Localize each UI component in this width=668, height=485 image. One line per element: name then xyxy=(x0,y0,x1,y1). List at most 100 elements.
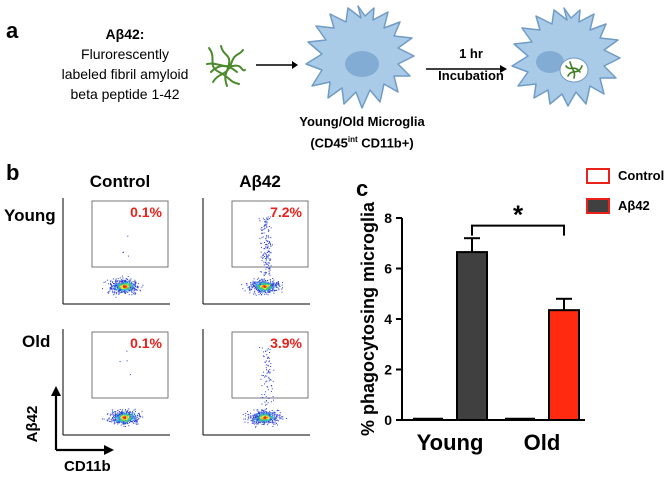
flow-event-dot xyxy=(270,385,272,386)
flow-density-dot xyxy=(131,414,133,416)
flow-event-dot xyxy=(266,243,268,245)
flow-density-dot xyxy=(269,283,272,286)
flow-event-dot xyxy=(268,226,270,227)
flow-event-dot xyxy=(261,247,262,249)
flow-event-dot xyxy=(272,284,274,285)
flow-density-dot xyxy=(262,285,265,287)
microglia-cell-icon xyxy=(305,5,415,109)
flow-event-dot xyxy=(125,279,127,281)
flow-event-dot xyxy=(269,413,271,415)
flow-density-dot xyxy=(261,285,264,288)
flow-event-dot xyxy=(268,421,270,423)
gate-rectangle xyxy=(231,200,309,268)
flow-event-dot xyxy=(265,260,267,262)
flow-density-dot xyxy=(258,416,260,419)
flow-event-dot xyxy=(114,419,116,421)
flow-event-dot xyxy=(116,287,118,288)
flow-event-dot xyxy=(274,423,276,425)
flow-event-dot xyxy=(114,280,116,282)
marker-sup: int xyxy=(347,135,358,144)
flow-event-dot xyxy=(270,412,272,414)
bar-abeta-young xyxy=(456,251,488,422)
flow-event-dot xyxy=(119,409,121,410)
marker-prefix: (CD45 xyxy=(310,135,348,151)
flow-event-dot xyxy=(251,422,253,424)
flow-density-dot xyxy=(113,287,116,289)
flow-event-dot xyxy=(123,422,125,424)
flow-density-dot xyxy=(260,279,262,281)
flow-event-dot xyxy=(114,422,116,424)
flow-event-dot xyxy=(110,286,112,288)
flow-density-dot xyxy=(131,412,133,414)
flow-event-dot xyxy=(125,426,126,428)
flow-density-dot xyxy=(262,289,264,291)
flow-density-dot xyxy=(260,417,262,419)
flow-event-dot xyxy=(115,413,117,415)
flow-event-dot xyxy=(253,283,255,285)
flow-event-dot xyxy=(130,281,132,283)
flow-event-dot xyxy=(125,423,126,425)
flow-density-dot xyxy=(127,418,129,420)
flow-event-dot xyxy=(261,229,263,231)
flow-event-dot xyxy=(265,360,267,362)
flow-density-dot xyxy=(260,416,262,418)
flow-event-dot xyxy=(139,414,140,416)
flow-event-dot xyxy=(127,255,129,257)
flow-density-dot xyxy=(122,415,124,417)
flow-event-dot xyxy=(268,273,270,275)
flow-event-dot xyxy=(134,288,136,290)
flow-density-dot xyxy=(264,283,266,286)
flow-event-dot xyxy=(257,423,259,425)
flow-plot-svg xyxy=(202,329,310,436)
flow-event-dot xyxy=(249,292,251,294)
flow-event-dot xyxy=(265,222,267,224)
flow-density-dot xyxy=(125,421,128,423)
flow-event-dot xyxy=(278,281,279,283)
flow-event-dot xyxy=(267,218,269,220)
flow-density-dot xyxy=(126,285,128,287)
flow-event-dot xyxy=(252,421,254,423)
flow-plot-young-control: 0.1% xyxy=(62,196,172,306)
flow-event-dot xyxy=(111,421,113,423)
flow-event-dot xyxy=(266,380,268,382)
x-category-label: Young xyxy=(417,430,484,455)
flow-density-dot xyxy=(268,419,270,421)
flow-density-dot xyxy=(124,417,126,419)
flow-event-dot xyxy=(265,364,267,366)
flow-event-dot xyxy=(278,283,280,285)
flow-density-dot xyxy=(121,418,123,420)
flow-event-dot xyxy=(115,419,117,421)
flow-event-dot xyxy=(137,413,139,414)
flow-event-dot xyxy=(120,292,122,294)
flow-event-dot xyxy=(137,286,139,288)
flow-event-dot xyxy=(264,252,266,254)
flow-event-dot xyxy=(248,414,250,416)
flow-event-dot xyxy=(135,421,137,423)
flow-event-dot xyxy=(111,284,113,286)
flow-event-dot xyxy=(119,292,121,294)
flow-event-dot xyxy=(266,226,268,228)
flow-event-dot xyxy=(258,218,260,220)
flow-density-dot xyxy=(123,282,125,284)
flow-event-dot xyxy=(265,263,267,265)
flow-density-dot xyxy=(124,285,126,288)
flow-event-dot xyxy=(116,280,118,282)
flow-event-dot xyxy=(108,418,110,420)
flow-event-dot xyxy=(136,289,138,291)
flow-event-dot xyxy=(270,284,272,286)
flow-event-dot xyxy=(267,247,268,248)
flow-event-dot xyxy=(115,416,116,418)
flow-event-dot xyxy=(268,248,270,250)
flow-event-dot xyxy=(277,282,279,284)
flow-event-dot xyxy=(264,278,265,280)
flow-event-dot xyxy=(269,259,271,261)
flow-event-dot xyxy=(124,423,126,425)
flow-event-dot xyxy=(112,410,114,412)
flow-event-dot xyxy=(273,412,275,414)
flow-density-dot xyxy=(117,288,119,290)
flow-event-dot xyxy=(140,415,142,417)
flow-density-dot xyxy=(133,418,135,421)
flow-event-dot xyxy=(263,283,265,285)
flow-event-dot xyxy=(113,419,115,421)
flow-event-dot xyxy=(112,412,114,414)
